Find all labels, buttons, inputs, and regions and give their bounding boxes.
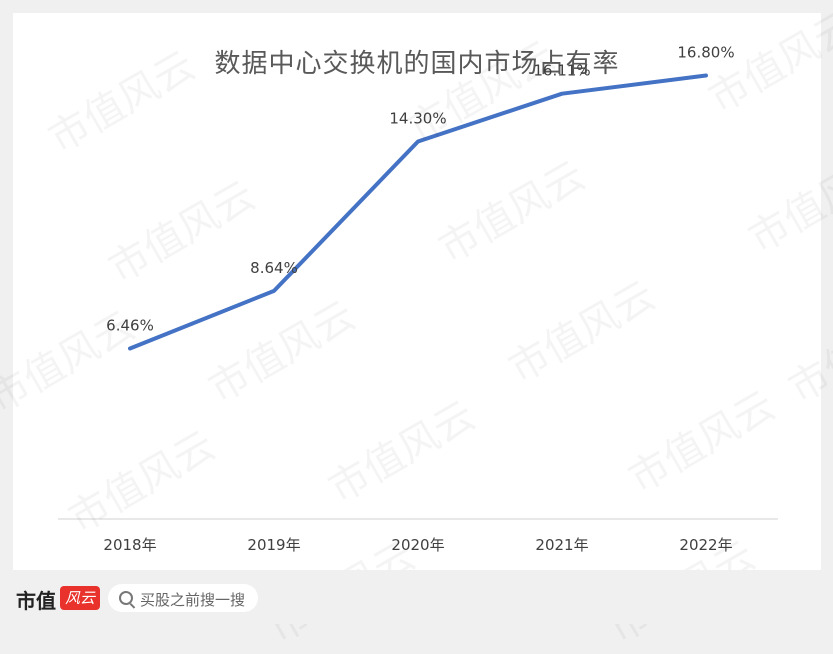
search-bar[interactable]: 买股之前搜一搜 [108,584,258,612]
x-tick-label: 2019年 [247,536,300,554]
search-icon [119,591,133,605]
brand-logo-badge: 风云 [60,586,100,610]
data-label: 8.64% [250,259,298,277]
chart-card: 数据中心交换机的国内市场占有率 6.46% 8.64% 14.30% 16.11% 16… [13,13,821,570]
x-tick-label: 2022年 [679,536,732,554]
data-label: 14.30% [389,109,446,127]
x-tick-label: 2018年 [103,536,156,554]
footer-bar: 市值 风云 买股之前搜一搜 [0,570,833,624]
line-chart: 6.46% 8.64% 14.30% 16.11% 16.80% 2018年 2019年 2… [58,43,778,554]
series-line [128,73,708,351]
brand-logo-text: 市值 [16,589,56,613]
data-label: 6.46% [106,316,154,334]
data-label: 16.80% [677,43,734,61]
data-label: 16.11% [533,62,590,80]
search-placeholder: 买股之前搜一搜 [140,591,246,609]
chart-title: 数据中心交换机的国内市场占有率 [214,49,620,79]
x-tick-label: 2020年 [391,536,444,554]
x-tick-label: 2021年 [535,536,588,554]
